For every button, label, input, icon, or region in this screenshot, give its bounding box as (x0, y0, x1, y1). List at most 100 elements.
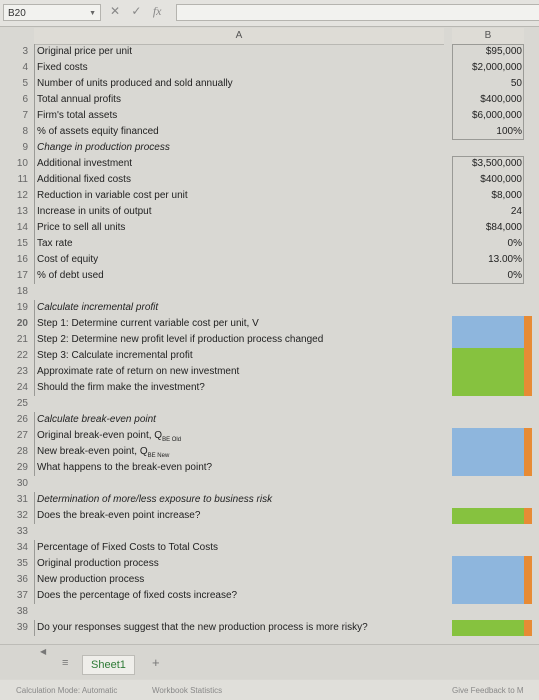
cell-b[interactable]: $400,000 (480, 94, 522, 105)
formula-input[interactable] (176, 4, 539, 21)
cell-a[interactable]: What happens to the break-even point? (34, 460, 444, 476)
cancel-icon[interactable]: ✕ (110, 4, 121, 18)
row-number[interactable]: 8 (22, 126, 28, 137)
row-number[interactable]: 15 (16, 238, 28, 249)
cell-a[interactable]: Determination of more/less exposure to b… (34, 492, 444, 508)
cell-b[interactable]: 0% (507, 270, 522, 281)
cell-b[interactable]: $2,000,000 (471, 62, 522, 73)
cell-b[interactable]: $84,000 (485, 222, 522, 233)
cell-a[interactable]: Step 1: Determine current variable cost … (34, 316, 444, 332)
row-number[interactable]: 17 (16, 270, 28, 281)
row-number[interactable]: 4 (22, 62, 28, 73)
row-number[interactable]: 25 (16, 398, 28, 409)
row-number[interactable]: 38 (16, 606, 28, 617)
answer-marker[interactable] (524, 620, 532, 636)
chevron-down-icon[interactable]: ▼ (89, 10, 96, 17)
input-block-original[interactable] (452, 44, 524, 140)
cell-a[interactable]: Fixed costs (34, 60, 444, 76)
cell-b[interactable]: $400,000 (480, 174, 522, 185)
row-number[interactable]: 21 (16, 334, 28, 345)
cell-a[interactable]: Should the firm make the investment? (34, 380, 444, 396)
row-number[interactable]: 34 (16, 542, 28, 553)
answer-cell-blue[interactable] (452, 556, 524, 604)
cell-b[interactable]: 0% (507, 238, 522, 249)
row-number[interactable]: 6 (22, 94, 28, 105)
cell-a[interactable]: Original production process (34, 556, 444, 572)
column-header-b[interactable]: B (452, 28, 524, 45)
answer-marker[interactable] (524, 508, 532, 524)
row-number[interactable]: 32 (16, 510, 28, 521)
row-number[interactable]: 13 (16, 206, 28, 217)
row-number[interactable]: 16 (16, 254, 28, 265)
cell-a[interactable]: Percentage of Fixed Costs to Total Costs (34, 540, 444, 556)
input-block-change[interactable] (452, 156, 524, 284)
cell-a[interactable]: Original break-even point, QBE Old (34, 428, 444, 448)
cell-a[interactable]: Cost of equity (34, 252, 444, 268)
row-number[interactable]: 27 (16, 430, 28, 441)
answer-cell-green[interactable] (452, 620, 524, 636)
cell-a[interactable]: Step 2: Determine new profit level if pr… (34, 332, 444, 348)
cell-a[interactable]: Additional fixed costs (34, 172, 444, 188)
row-number[interactable]: 22 (16, 350, 28, 361)
row-number[interactable]: 29 (16, 462, 28, 473)
cell-a[interactable]: Tax rate (34, 236, 444, 252)
function-icon[interactable]: fx (152, 4, 162, 18)
feedback-button[interactable]: Give Feedback to M (452, 686, 524, 695)
workbook-statistics[interactable]: Workbook Statistics (152, 686, 223, 695)
answer-cell-blue[interactable] (452, 316, 524, 348)
add-sheet-button[interactable]: + (152, 655, 160, 670)
row-number[interactable]: 23 (16, 366, 28, 377)
row-number[interactable]: 28 (16, 446, 28, 457)
answer-cell-green[interactable] (452, 348, 524, 396)
cell-a[interactable]: Do your responses suggest that the new p… (34, 620, 444, 636)
row-number[interactable]: 19 (16, 302, 28, 313)
row-number[interactable]: 33 (16, 526, 28, 537)
cell-a[interactable]: New production process (34, 572, 444, 588)
cell-b[interactable]: $95,000 (485, 46, 522, 57)
row-number[interactable]: 11 (17, 174, 28, 185)
answer-cell-blue[interactable] (452, 428, 524, 476)
cell-a[interactable]: Original price per unit (34, 44, 444, 60)
row-number[interactable]: 24 (16, 382, 28, 393)
answer-cell-green[interactable] (452, 508, 524, 524)
row-number[interactable]: 14 (16, 222, 28, 233)
column-header-a[interactable]: A (34, 28, 444, 45)
check-icon[interactable]: ✓ (131, 4, 142, 18)
cell-a[interactable]: Calculate incremental profit (34, 300, 444, 316)
cell-a[interactable]: Increase in units of output (34, 204, 444, 220)
row-number[interactable]: 18 (16, 286, 28, 297)
cell-a[interactable]: Step 3: Calculate incremental profit (34, 348, 444, 364)
cell-b[interactable]: $6,000,000 (471, 110, 522, 121)
cell-b[interactable]: 50 (510, 78, 522, 89)
cell-b[interactable]: $8,000 (491, 190, 522, 201)
cell-a[interactable]: Total annual profits (34, 92, 444, 108)
cell-a[interactable]: Approximate rate of return on new invest… (34, 364, 444, 380)
row-number[interactable]: 9 (22, 142, 28, 153)
sheet-scroll-left-icon[interactable]: ◀ (40, 647, 47, 656)
cell-a[interactable]: Reduction in variable cost per unit (34, 188, 444, 204)
row-number[interactable]: 37 (16, 590, 28, 601)
row-number[interactable]: 30 (16, 478, 28, 489)
cell-a[interactable]: % of assets equity financed (34, 124, 444, 140)
row-number[interactable]: 7 (22, 110, 28, 121)
row-number[interactable]: 10 (16, 158, 28, 169)
cell-a[interactable]: Price to sell all units (34, 220, 444, 236)
row-number[interactable]: 12 (16, 190, 28, 201)
cell-a[interactable]: Does the percentage of fixed costs incre… (34, 588, 444, 604)
row-number[interactable]: 31 (16, 494, 28, 505)
cell-b[interactable]: 100% (496, 126, 522, 137)
answer-marker[interactable] (524, 316, 532, 396)
row-number[interactable]: 3 (22, 46, 28, 57)
row-number[interactable]: 5 (22, 78, 28, 89)
cell-a[interactable]: New break-even point, QBE New (34, 444, 444, 464)
answer-marker[interactable] (524, 428, 532, 476)
tab-sheet1[interactable]: Sheet1 (82, 655, 135, 675)
row-number[interactable]: 26 (16, 414, 28, 425)
answer-marker[interactable] (524, 556, 532, 604)
cell-a[interactable]: Firm's total assets (34, 108, 444, 124)
row-number[interactable]: 20 (16, 318, 28, 329)
cell-a[interactable]: Additional investment (34, 156, 444, 172)
cell-a[interactable]: Number of units produced and sold annual… (34, 76, 444, 92)
sheet-list-icon[interactable]: ≡ (62, 657, 69, 669)
cell-b[interactable]: 13.00% (488, 254, 522, 265)
